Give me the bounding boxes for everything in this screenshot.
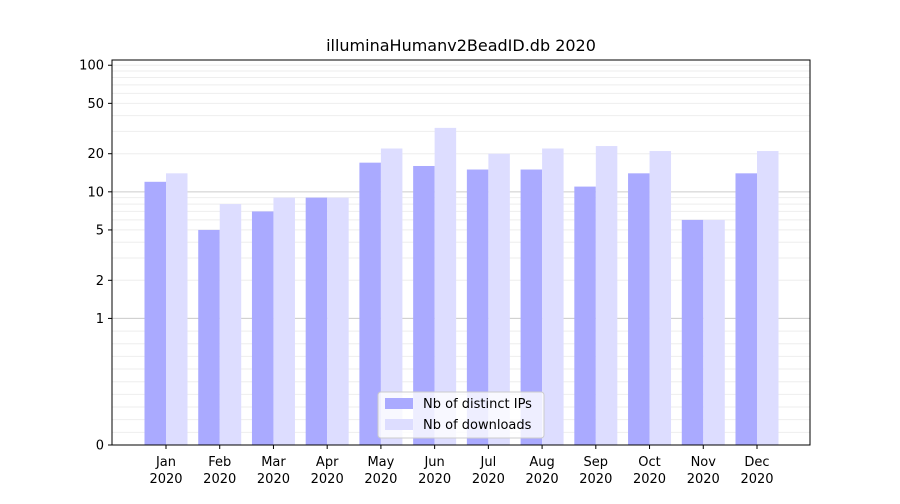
bar-distinct-ips bbox=[144, 181, 166, 445]
bar-distinct-ips bbox=[413, 165, 435, 446]
bar-distinct-ips bbox=[359, 162, 381, 445]
x-tick-label-year: 2020 bbox=[311, 472, 344, 487]
plot-frame bbox=[111, 59, 811, 446]
bar-downloads bbox=[703, 219, 725, 445]
x-tick-label-year: 2020 bbox=[526, 472, 559, 487]
x-tick-label-year: 2020 bbox=[149, 472, 182, 487]
bar-distinct-ips bbox=[305, 197, 328, 445]
y-tick-label: 50 bbox=[87, 97, 104, 112]
x-tick-label-year: 2020 bbox=[203, 472, 236, 487]
y-tick-label: 1 bbox=[96, 312, 104, 327]
bar-downloads bbox=[649, 151, 672, 445]
x-tick-label-year: 2020 bbox=[740, 472, 773, 487]
bar-distinct-ips bbox=[628, 173, 650, 445]
bar-downloads bbox=[434, 127, 457, 445]
bar-downloads bbox=[488, 153, 510, 446]
x-tick-label-year: 2020 bbox=[257, 472, 290, 487]
y-tick-label: 5 bbox=[96, 223, 104, 238]
bar-downloads bbox=[542, 148, 564, 445]
bar-downloads bbox=[273, 197, 295, 445]
bars bbox=[144, 127, 779, 446]
legend-label-downloads: Nb of downloads bbox=[423, 418, 532, 433]
bar-distinct-ips bbox=[251, 211, 274, 445]
y-tick-label: 2 bbox=[96, 274, 104, 289]
x-tick-label-month: Sep bbox=[584, 455, 609, 470]
x-tick-label-year: 2020 bbox=[472, 472, 505, 487]
y-tick-label: 10 bbox=[87, 185, 104, 200]
x-tick-label-year: 2020 bbox=[364, 472, 397, 487]
x-tick-label-month: Jun bbox=[423, 455, 444, 470]
bar-distinct-ips bbox=[466, 169, 489, 445]
y-tick-label: 100 bbox=[79, 59, 104, 74]
bar-distinct-ips bbox=[574, 186, 596, 446]
bar-downloads bbox=[219, 204, 242, 445]
bar-distinct-ips bbox=[681, 219, 704, 445]
legend: Nb of distinct IPs Nb of downloads bbox=[377, 391, 545, 439]
x-tick-label-month: May bbox=[367, 455, 394, 470]
x-tick-label-month: Feb bbox=[208, 455, 231, 470]
legend-swatch-distinct-ips bbox=[385, 398, 413, 409]
x-axis: Jan 2020 Feb 2020 Mar 2020 Apr 2020 May 2020 Jun 20… bbox=[149, 445, 774, 487]
x-tick-label-month: Dec bbox=[744, 455, 769, 470]
bar-downloads bbox=[166, 173, 188, 445]
x-tick-label-year: 2020 bbox=[687, 472, 720, 487]
bar-downloads bbox=[595, 146, 618, 445]
legend-label-distinct-ips: Nb of distinct IPs bbox=[423, 397, 532, 412]
x-tick-label-month: Oct bbox=[638, 455, 660, 470]
bar-distinct-ips bbox=[520, 169, 543, 445]
x-tick-label-month: Jan bbox=[155, 455, 176, 470]
y-tick-label: 0 bbox=[96, 439, 104, 454]
x-tick-label-year: 2020 bbox=[418, 472, 451, 487]
y-axis: 0 1 2 5 10 20 50 100 bbox=[79, 59, 112, 454]
x-tick-label-month: Nov bbox=[691, 455, 717, 470]
x-tick-label-year: 2020 bbox=[579, 472, 612, 487]
bar-distinct-ips bbox=[735, 173, 757, 445]
legend-box bbox=[377, 391, 545, 439]
chart-title: illuminaHumanv2BeadID.db 2020 bbox=[326, 36, 596, 55]
x-tick-label-month: Aug bbox=[529, 455, 554, 470]
bar-downloads bbox=[327, 197, 349, 445]
y-tick-label: 20 bbox=[87, 147, 104, 162]
x-tick-label-year: 2020 bbox=[633, 472, 666, 487]
x-tick-label-month: Jul bbox=[480, 455, 497, 470]
x-tick-label-month: Mar bbox=[261, 455, 286, 470]
bar-downloads bbox=[757, 151, 779, 445]
bar-distinct-ips bbox=[198, 229, 220, 445]
x-tick-label-month: Apr bbox=[316, 455, 339, 470]
bar-downloads bbox=[380, 148, 403, 445]
legend-swatch-downloads bbox=[385, 419, 413, 430]
